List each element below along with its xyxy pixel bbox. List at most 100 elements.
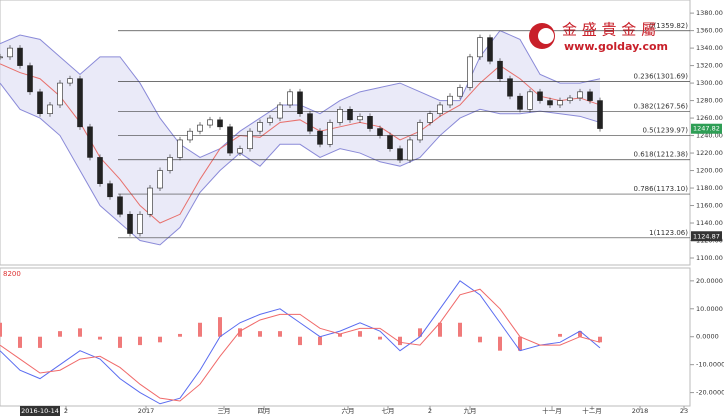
candle [57,82,63,106]
histogram-bar [18,336,22,348]
histogram-bar [158,336,162,343]
candle [577,91,583,99]
histogram-bar [498,336,502,351]
candle [7,47,13,58]
candle [307,113,313,132]
histogram-bar [278,331,282,337]
x-tick-label: 2016-10-14 [21,407,59,415]
y-tick-label: 1160.00 [696,202,723,210]
histogram-bar [358,331,362,337]
candle [167,157,173,171]
candle [597,100,603,129]
candle [377,128,383,136]
candle [437,104,443,114]
candle [97,157,103,184]
y-tick-label: 1360.00 [696,27,723,35]
candle [17,47,23,66]
x-tick-label: 九月 [464,406,477,415]
x-tick-label: 七月 [382,406,395,415]
price-marker-label: 1124.87 [693,232,720,240]
candle [247,130,253,149]
fib-label: 0(1359.82) [649,22,688,30]
indicator-label: 8200 [3,270,21,278]
indicator-panel [0,267,691,407]
y-tick-label: 1180.00 [696,184,723,192]
candle [287,91,293,106]
y-tick-label: -10.0000 [696,361,724,369]
candle [527,91,533,110]
candle [517,95,523,110]
histogram-bar [318,336,322,346]
histogram-bar [178,333,182,337]
x-tick-label: 十一月 [542,406,562,415]
fib-label: 0.618(1212.38) [634,151,689,159]
y-tick-label: 1320.00 [696,62,723,70]
candle [447,95,453,106]
price-marker-label: 1247.82 [693,125,720,133]
logo-icon-inner [538,28,554,44]
candle [137,213,143,234]
candle [537,91,543,101]
histogram-bar [58,331,62,337]
x-tick-highlight [20,406,60,416]
y-tick-label: 1100.00 [696,254,723,262]
candle [277,104,283,119]
logo-name: 金 盛 貴 金 屬 [562,21,656,39]
x-tick-label: 2 [64,407,68,415]
logo-url: www.golday.com [564,40,668,53]
candle [487,37,493,62]
histogram-bar [298,336,302,346]
x-tick-label: 三月 [218,407,231,415]
candle [117,196,123,215]
candle [367,116,373,129]
candle [47,104,53,114]
candle [417,122,423,141]
histogram-bar [458,322,462,337]
x-tick-label: 十二月 [582,406,602,415]
candle [177,139,183,158]
candle [87,126,93,158]
fib-label: 0.236(1301.69) [634,73,689,81]
y-tick-label: 1380.00 [696,9,723,17]
y-tick-label: -20.0000 [696,389,724,397]
histogram-bar [98,336,102,340]
candle [0,56,3,59]
candle [327,122,333,145]
histogram-bar [398,336,402,346]
histogram-bar [558,333,562,337]
histogram-bar [38,336,42,348]
candle [127,213,133,234]
candle [107,183,113,198]
fib-label: 0.382(1267.56) [634,102,689,110]
y-tick-label: 1220.00 [696,149,723,157]
x-tick-label: 六月 [342,406,355,415]
candle [317,130,323,145]
candle [337,109,343,123]
candle [357,116,363,121]
histogram-bar [418,328,422,337]
price-marker [691,123,722,134]
candle [397,148,403,161]
band-lower [0,82,601,246]
histogram-bar [378,336,382,340]
y-tick-label: 1200.00 [696,167,723,175]
histogram-bar [0,322,2,337]
y-tick-label: 1280.00 [696,97,723,105]
histogram-bar [258,331,262,337]
candle [507,78,513,97]
candle [257,122,263,132]
price-marker [691,231,722,242]
candle [427,113,433,123]
candle [407,139,413,161]
histogram-bar [218,317,222,337]
y-tick-label: 10.0000 [696,305,723,313]
candle [477,37,483,58]
histogram-bar [438,322,442,337]
candle [557,100,563,106]
y-tick-label: 1240.00 [696,132,723,140]
candle [237,148,243,154]
fib-label: 1(1123.06) [649,229,688,237]
x-tick-label: 四月 [258,407,271,415]
